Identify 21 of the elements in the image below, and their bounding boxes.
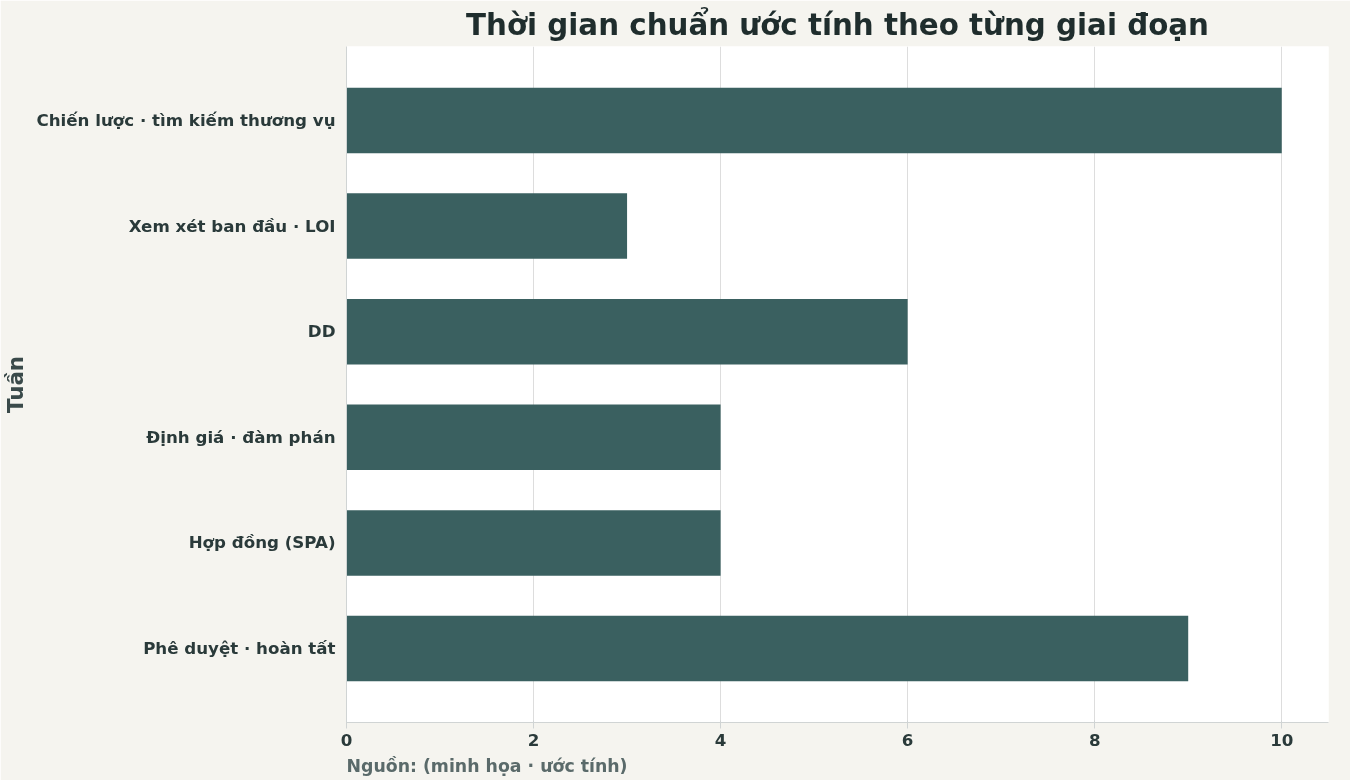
x-tick-label: 4 — [714, 730, 727, 750]
x-tick-label: 6 — [901, 730, 914, 750]
chart-title: Thời gian chuẩn ước tính theo từng giai đoạn — [466, 6, 1209, 42]
y-tick-label: Phê duyệt · hoàn tất — [143, 639, 336, 659]
y-axis-title: Tuần — [3, 356, 29, 413]
x-tick-label: 0 — [340, 730, 353, 750]
bar — [346, 404, 721, 471]
bar — [346, 298, 908, 365]
y-tick-label: DD — [307, 322, 336, 342]
x-tick-label: 2 — [527, 730, 540, 750]
x-tick-label: 8 — [1088, 730, 1101, 750]
bar — [346, 193, 628, 259]
text: Nguồn: (minh họa · ước tính) — [346, 755, 628, 776]
y-tick-label: Chiến lược · tìm kiếm thương vụ — [36, 110, 336, 130]
bar — [346, 615, 1189, 682]
bar — [346, 510, 721, 576]
y-tick-label: Xem xét ban đầu · LOI — [128, 216, 336, 236]
bar — [346, 87, 1282, 154]
y-tick-label: Định giá · đàm phán — [146, 427, 336, 447]
y-tick-label: Hợp đồng (SPA) — [188, 533, 336, 553]
x-tick-label: 10 — [1270, 730, 1294, 750]
